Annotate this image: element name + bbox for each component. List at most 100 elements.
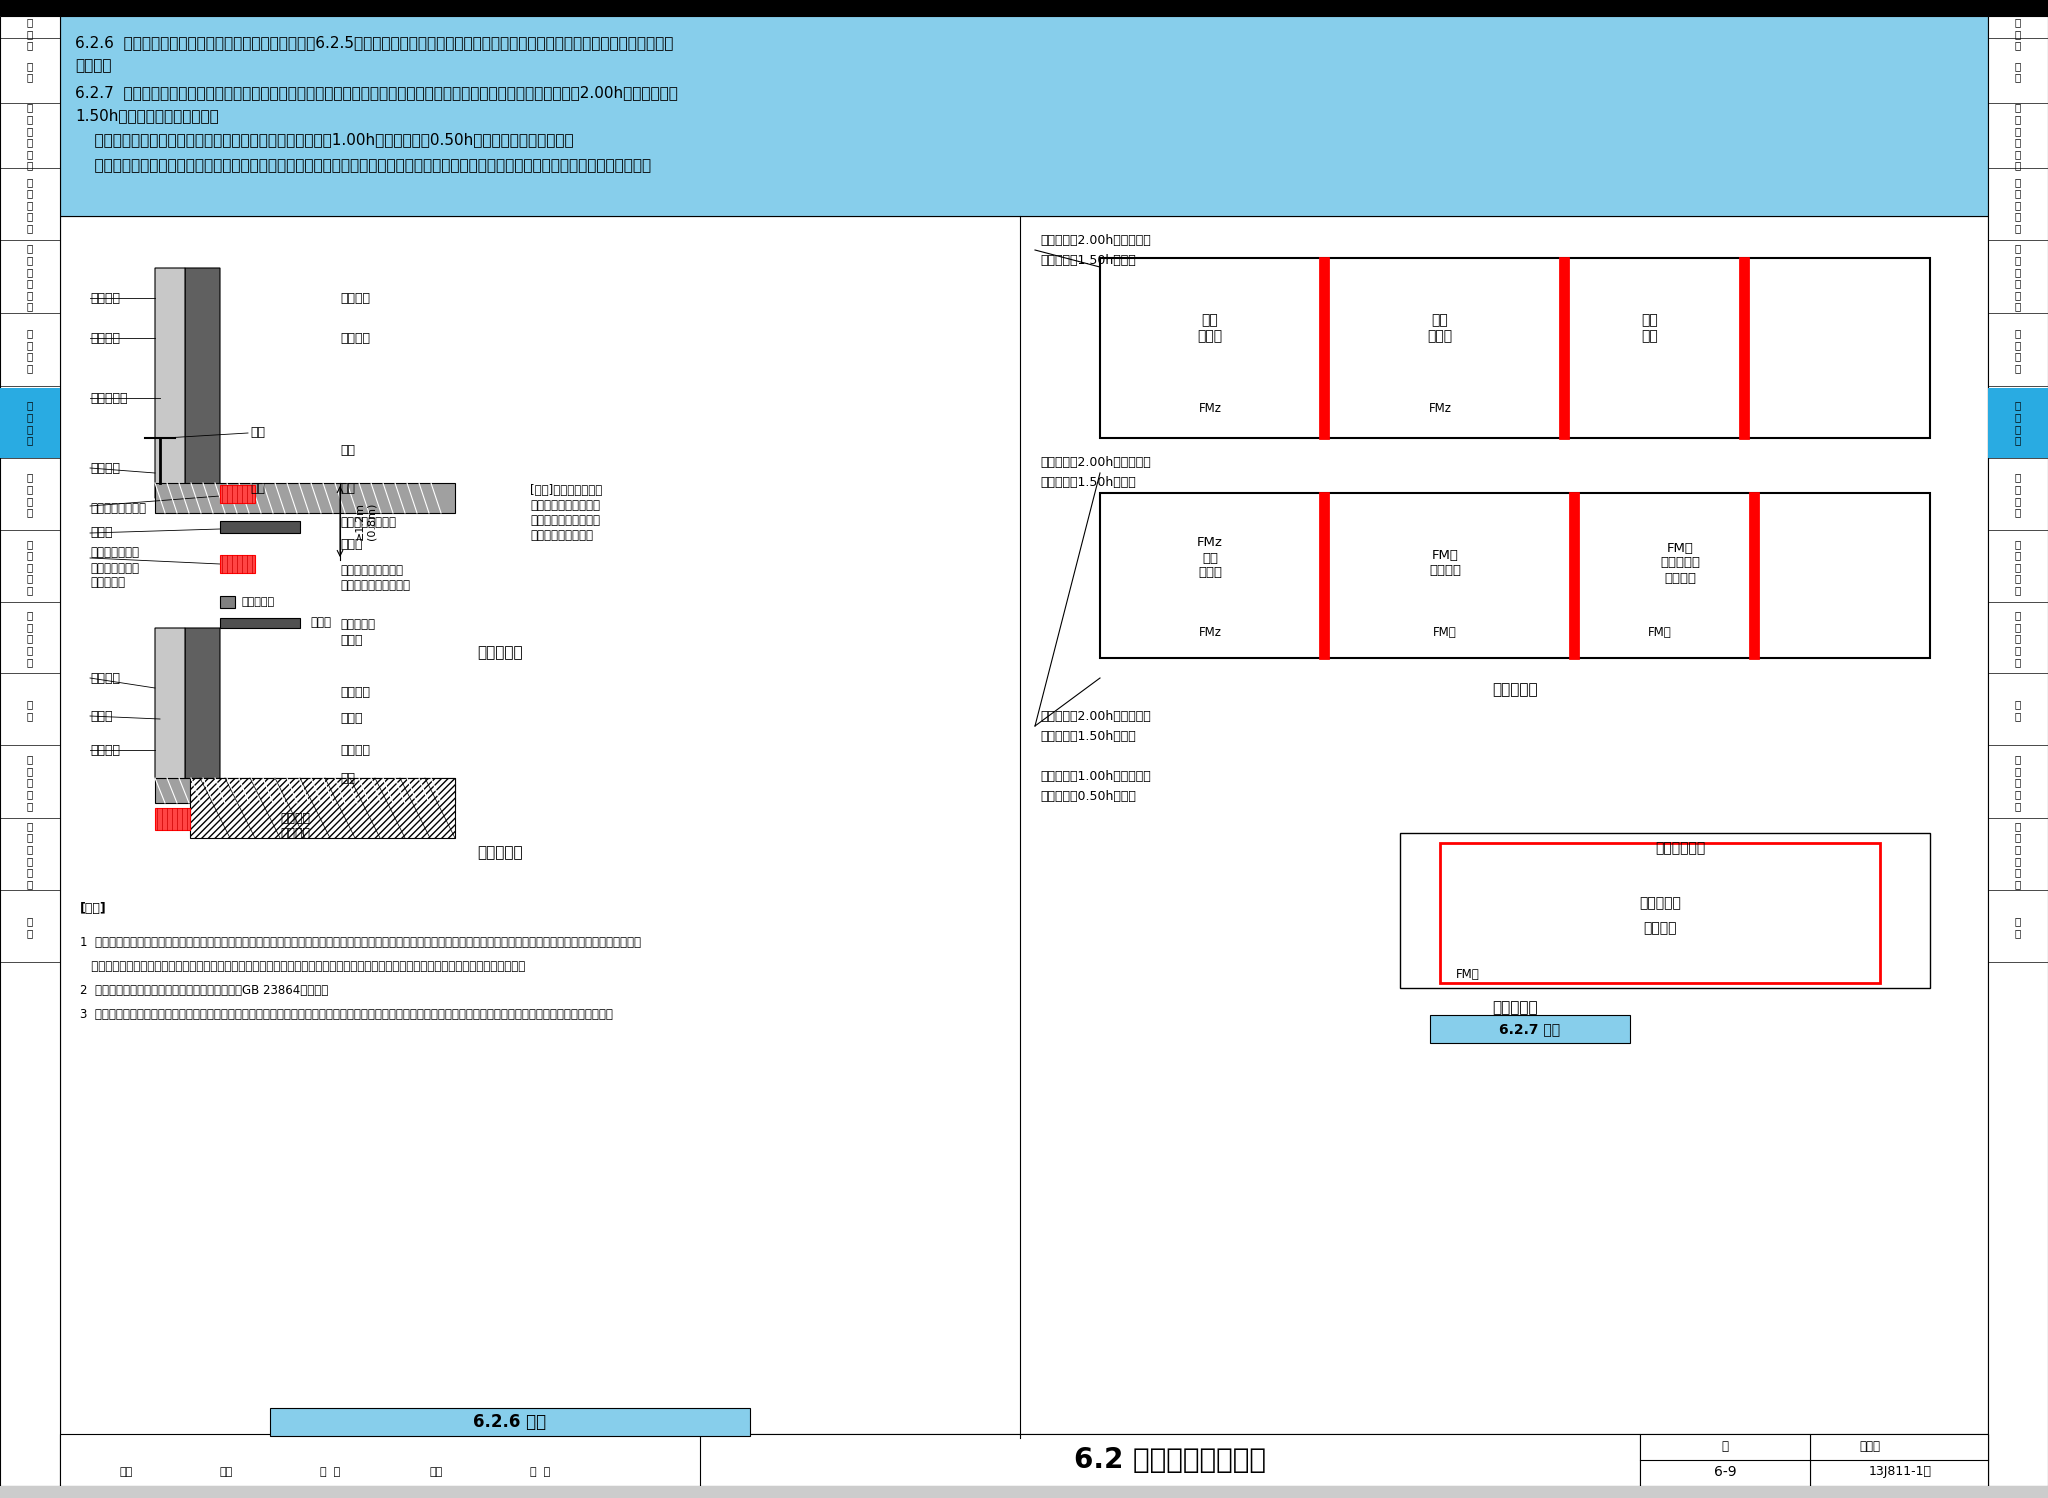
Text: 幕墙竖框: 幕墙竖框 — [340, 686, 371, 698]
Text: 1  实际工程中，存在受震动和温差影响易脱落、开裂等问题，故规定幕墙与每层楼板、隔墙处的缝隙，要求用具有一定弹性和防火性能的材料填塞密实。这些材料可以是不燃材料: 1 实际工程中，存在受震动和温差影响易脱落、开裂等问题，故规定幕墙与每层楼板、隔… — [80, 936, 641, 950]
Text: 供
暖
、
通
风: 供 暖 、 通 风 — [27, 610, 33, 667]
Bar — [1749, 493, 1757, 658]
Bar — [270, 1408, 750, 1437]
Bar — [1321, 258, 1327, 437]
Text: 林  菊: 林 菊 — [319, 1467, 340, 1477]
Text: 防火胶封口: 防火胶封口 — [340, 617, 375, 631]
Text: 附
录: 附 录 — [27, 917, 33, 938]
Text: 13J811-1改: 13J811-1改 — [1868, 1465, 1931, 1479]
Bar — [219, 521, 299, 533]
Text: 建筑幕墙: 建筑幕墙 — [90, 743, 121, 756]
Text: 承托板: 承托板 — [340, 538, 362, 551]
Text: 隔墙: 隔墙 — [340, 771, 354, 785]
Text: [注释]: [注释] — [80, 902, 106, 914]
Text: 木
建
结
筑
构: 木 建 结 筑 构 — [2015, 755, 2021, 810]
Text: 消防
控制室: 消防 控制室 — [1198, 313, 1223, 343]
Bar — [59, 16, 1989, 216]
Text: 丁、戊类厂房: 丁、戊类厂房 — [1655, 840, 1706, 855]
Text: 耐火极限＞1.50h的楼板: 耐火极限＞1.50h的楼板 — [1040, 730, 1137, 743]
Text: 消防
水泵房: 消防 水泵房 — [1427, 313, 1452, 343]
Text: 建筑幕墙: 建筑幕墙 — [90, 461, 121, 475]
Text: 编
制
说
明: 编 制 说 明 — [2015, 6, 2021, 51]
Text: 防火封堵材料封
堵，如玻璃棉、
硅酸铝棉等: 防火封堵材料封 堵，如玻璃棉、 硅酸铝棉等 — [90, 547, 139, 590]
Text: 消
防
的
设
置: 消 防 的 设 置 — [2015, 539, 2021, 595]
Text: 3  当防火封堵采用防火板、岩棉或压缩矿棉并喷涂防火密封漆等防火封堵措施时，其材料性能及构造应满足国家有关建筑防火封堵应用技术规范、幕墙规范中的相关要求。: 3 当防火封堵采用防火板、岩棉或压缩矿棉并喷涂防火密封漆等防火封堵措施时，其材料… — [80, 1008, 612, 1020]
Text: 民
用
建
筑: 民 用 建 筑 — [27, 328, 33, 373]
Bar — [0, 16, 59, 1486]
Text: 防火封堵材料封堵: 防火封堵材料封堵 — [340, 515, 395, 529]
Text: 校对: 校对 — [219, 1467, 233, 1477]
Text: FMz: FMz — [1430, 401, 1452, 415]
Text: 电
气: 电 气 — [2015, 700, 2021, 721]
Text: 防火封堵
材料封堵: 防火封堵 材料封堵 — [281, 812, 309, 840]
Text: 总
术
符
则
语
号: 总 术 符 则 语 号 — [2015, 102, 2021, 171]
Text: 耐火极限＞2.00h的防火隔墙: 耐火极限＞2.00h的防火隔墙 — [1040, 710, 1151, 722]
Text: 幕墙横框: 幕墙横框 — [340, 292, 371, 304]
Text: 耐火极限＞1.50h的楼板: 耐火极限＞1.50h的楼板 — [1040, 253, 1137, 267]
Text: 6.2.7 图示: 6.2.7 图示 — [1499, 1022, 1561, 1037]
Text: 城
市
交
通
道
路: 城 市 交 通 道 路 — [2015, 821, 2021, 888]
Text: 6.2.7  附设在建筑内的消防控制室、灭火设备室、消防水泵房和通风空气调节机房、变配电室等，应采用耐火极限不低于2.00h的防火隔墙和: 6.2.7 附设在建筑内的消防控制室、灭火设备室、消防水泵房和通风空气调节机房、… — [76, 85, 678, 100]
Text: 1.50h的楼板与其他部位分隔。: 1.50h的楼板与其他部位分隔。 — [76, 108, 219, 123]
Text: 栏杆: 栏杆 — [250, 427, 264, 439]
Bar — [1571, 493, 1579, 658]
Text: 消防
水箱: 消防 水箱 — [1642, 313, 1659, 343]
Text: 幕墙竖框: 幕墙竖框 — [340, 331, 371, 345]
Bar — [59, 216, 1989, 1438]
Text: 建筑幕墙: 建筑幕墙 — [340, 743, 371, 756]
Bar — [1989, 16, 2048, 1486]
Polygon shape — [184, 628, 219, 792]
Text: 耐火极限＞2.00h的防火隔墙: 耐火极限＞2.00h的防火隔墙 — [1040, 457, 1151, 469]
Bar — [156, 777, 455, 803]
Text: 【图示】: 【图示】 — [76, 58, 111, 73]
Text: 建
筑
构
造: 建 筑 构 造 — [27, 400, 33, 445]
Bar — [1810, 1434, 1989, 1486]
Bar — [59, 1434, 1989, 1486]
Text: 6.2.6 图示: 6.2.6 图示 — [473, 1413, 547, 1431]
Bar — [1741, 258, 1749, 437]
Bar — [219, 485, 256, 503]
Bar — [1321, 493, 1327, 658]
Text: 可开启外窗: 可开启外窗 — [90, 391, 127, 404]
Text: 厂
和
仓
房
库: 厂 和 仓 房 库 — [27, 177, 33, 234]
Bar — [1401, 833, 1929, 989]
Text: FM甲: FM甲 — [1456, 969, 1481, 981]
Text: 设计: 设计 — [430, 1467, 442, 1477]
Polygon shape — [190, 777, 455, 837]
Text: 剖面示意图: 剖面示意图 — [477, 646, 522, 661]
Bar — [0, 0, 2048, 16]
Bar — [156, 482, 455, 512]
Text: 耐火极限＞1.50h的楼板: 耐火极限＞1.50h的楼板 — [1040, 476, 1137, 490]
Bar — [1430, 1016, 1630, 1043]
Text: 通风、空气: 通风、空气 — [1638, 896, 1681, 909]
Text: 平面示意图: 平面示意图 — [477, 845, 522, 860]
Text: 密封膏: 密封膏 — [90, 710, 113, 722]
Text: 栏杆: 栏杆 — [340, 443, 354, 457]
Bar — [219, 596, 236, 608]
Bar — [0, 1486, 2048, 1498]
Text: 耐火极限＞0.50h的楼板: 耐火极限＞0.50h的楼板 — [1040, 789, 1137, 803]
Text: 建
筑
构
造: 建 筑 构 造 — [2015, 400, 2021, 445]
Text: 6.2.6  建筑幕墙应在每层楼板外沿处采取符合本规范第6.2.5条规定的防火措施，幕墙与每层楼板、隔墙处的缝隙应采用防火封堵材料封堵。: 6.2.6 建筑幕墙应在每层楼板外沿处采取符合本规范第6.2.5条规定的防火措施… — [76, 36, 674, 51]
Bar — [219, 619, 299, 628]
Text: 楼板: 楼板 — [250, 481, 264, 494]
Bar — [1640, 1434, 1810, 1486]
Text: 厂
和
仓
房
库: 厂 和 仓 房 库 — [2015, 177, 2021, 234]
Text: FM甲
变配电室: FM甲 变配电室 — [1430, 548, 1460, 577]
Text: FMz
灭火
设备室: FMz 灭火 设备室 — [1198, 536, 1223, 580]
Text: 幕墙竖框: 幕墙竖框 — [90, 671, 121, 685]
Polygon shape — [156, 628, 184, 792]
Text: 幕墙竖框: 幕墙竖框 — [90, 331, 121, 345]
Text: 承托板: 承托板 — [309, 617, 332, 629]
Text: FM甲: FM甲 — [1434, 626, 1456, 640]
Text: 6-9: 6-9 — [1714, 1465, 1737, 1479]
Bar — [1100, 258, 1929, 437]
Text: 甲
乙
丙
储
罐
区: 甲 乙 丙 储 罐 区 — [2015, 244, 2021, 312]
Text: 耐火极限＞1.00h的防火隔墙: 耐火极限＞1.00h的防火隔墙 — [1040, 770, 1151, 782]
Bar — [700, 1434, 1640, 1486]
Bar — [156, 807, 190, 830]
Text: 设置在丁、戊类厂房内的通风机房，应采用耐火极限不低于1.00h的防火隔墙和0.50h的楼板与其他部位分隔。: 设置在丁、戊类厂房内的通风机房，应采用耐火极限不低于1.00h的防火隔墙和0.5… — [76, 132, 573, 147]
Polygon shape — [156, 268, 184, 512]
Text: 防火胶封口: 防火胶封口 — [242, 598, 274, 607]
Text: 幕墙横框: 幕墙横框 — [90, 292, 121, 304]
